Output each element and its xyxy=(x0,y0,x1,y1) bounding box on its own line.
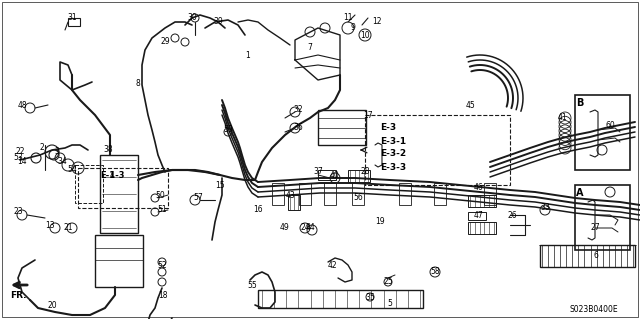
Bar xyxy=(272,183,284,205)
Text: 21: 21 xyxy=(63,224,73,233)
Text: 59: 59 xyxy=(223,125,233,135)
Text: 5: 5 xyxy=(388,299,392,308)
Text: 32: 32 xyxy=(293,106,303,115)
Bar xyxy=(352,183,364,205)
Text: E-3-2: E-3-2 xyxy=(380,150,406,159)
Text: 16: 16 xyxy=(253,205,263,214)
Bar xyxy=(318,170,336,180)
Text: 22: 22 xyxy=(15,147,25,157)
Bar xyxy=(365,115,510,185)
Bar xyxy=(434,183,446,205)
Text: E-3-1: E-3-1 xyxy=(380,137,406,145)
Text: 15: 15 xyxy=(215,181,225,189)
Bar xyxy=(318,110,366,145)
Text: 26: 26 xyxy=(507,211,517,219)
Bar xyxy=(299,183,311,205)
Bar xyxy=(288,195,300,210)
Text: 14: 14 xyxy=(17,158,27,167)
Text: 10: 10 xyxy=(360,31,370,40)
Text: B: B xyxy=(576,98,584,108)
Text: 17: 17 xyxy=(363,110,373,120)
Text: 43: 43 xyxy=(285,190,295,199)
Bar xyxy=(100,155,138,233)
Text: E-1-3: E-1-3 xyxy=(100,170,125,180)
Text: 34: 34 xyxy=(57,158,67,167)
Text: 11: 11 xyxy=(343,13,353,23)
Text: 29: 29 xyxy=(160,38,170,47)
Bar xyxy=(258,290,423,308)
Text: 12: 12 xyxy=(372,18,381,26)
Text: 60: 60 xyxy=(605,121,615,130)
Text: 38: 38 xyxy=(103,145,113,154)
Text: 6: 6 xyxy=(593,250,598,259)
Text: 35: 35 xyxy=(365,293,375,301)
Text: A: A xyxy=(576,188,584,198)
Text: 45: 45 xyxy=(465,100,475,109)
Text: FR.: FR. xyxy=(10,291,26,300)
Text: 25: 25 xyxy=(383,278,393,286)
Text: 18: 18 xyxy=(158,291,168,300)
Text: 33: 33 xyxy=(540,204,550,212)
Text: 44: 44 xyxy=(305,224,315,233)
Bar xyxy=(484,183,496,205)
Text: E-3-3: E-3-3 xyxy=(380,162,406,172)
Text: 30: 30 xyxy=(187,13,197,23)
Text: 39: 39 xyxy=(213,18,223,26)
Text: 46: 46 xyxy=(473,183,483,192)
Text: 50: 50 xyxy=(155,190,165,199)
Text: E-3: E-3 xyxy=(380,123,396,132)
Text: 20: 20 xyxy=(47,300,57,309)
Text: 23: 23 xyxy=(13,207,23,217)
Text: 2: 2 xyxy=(40,143,44,152)
Text: 51: 51 xyxy=(157,205,167,214)
Bar xyxy=(324,183,336,205)
Text: 56: 56 xyxy=(353,194,363,203)
Text: 57: 57 xyxy=(193,194,203,203)
Text: 24: 24 xyxy=(300,224,310,233)
Text: 36: 36 xyxy=(293,123,303,132)
Text: 53: 53 xyxy=(13,153,23,162)
Text: 27: 27 xyxy=(590,224,600,233)
Bar xyxy=(348,170,370,182)
Bar xyxy=(468,212,486,220)
Text: 13: 13 xyxy=(45,220,55,229)
Bar xyxy=(575,185,630,250)
Text: 58: 58 xyxy=(430,268,440,277)
Text: 9: 9 xyxy=(351,24,355,33)
Bar xyxy=(540,245,635,267)
Text: 1: 1 xyxy=(246,50,250,60)
Text: 41: 41 xyxy=(557,114,567,122)
Text: 8: 8 xyxy=(136,79,140,88)
Bar xyxy=(468,195,496,207)
Text: 31: 31 xyxy=(67,13,77,23)
Bar xyxy=(75,165,103,203)
Bar xyxy=(468,222,496,234)
Text: 37: 37 xyxy=(313,167,323,176)
Text: 55: 55 xyxy=(247,280,257,290)
Text: 7: 7 xyxy=(308,43,312,53)
Bar xyxy=(399,183,411,205)
Bar xyxy=(95,235,143,287)
Text: 19: 19 xyxy=(375,218,385,226)
Text: 3: 3 xyxy=(54,147,60,157)
Text: 28: 28 xyxy=(360,167,370,176)
Text: 4: 4 xyxy=(109,170,115,180)
Text: 47: 47 xyxy=(473,211,483,219)
Text: 54: 54 xyxy=(67,166,77,174)
Text: 52: 52 xyxy=(157,261,167,270)
Bar xyxy=(78,168,168,208)
Text: S023B0400E: S023B0400E xyxy=(570,306,619,315)
Bar xyxy=(575,95,630,170)
Bar xyxy=(68,18,80,26)
Text: 42: 42 xyxy=(327,261,337,270)
Text: 49: 49 xyxy=(280,224,290,233)
Text: 40: 40 xyxy=(330,170,340,180)
Text: 48: 48 xyxy=(17,100,27,109)
